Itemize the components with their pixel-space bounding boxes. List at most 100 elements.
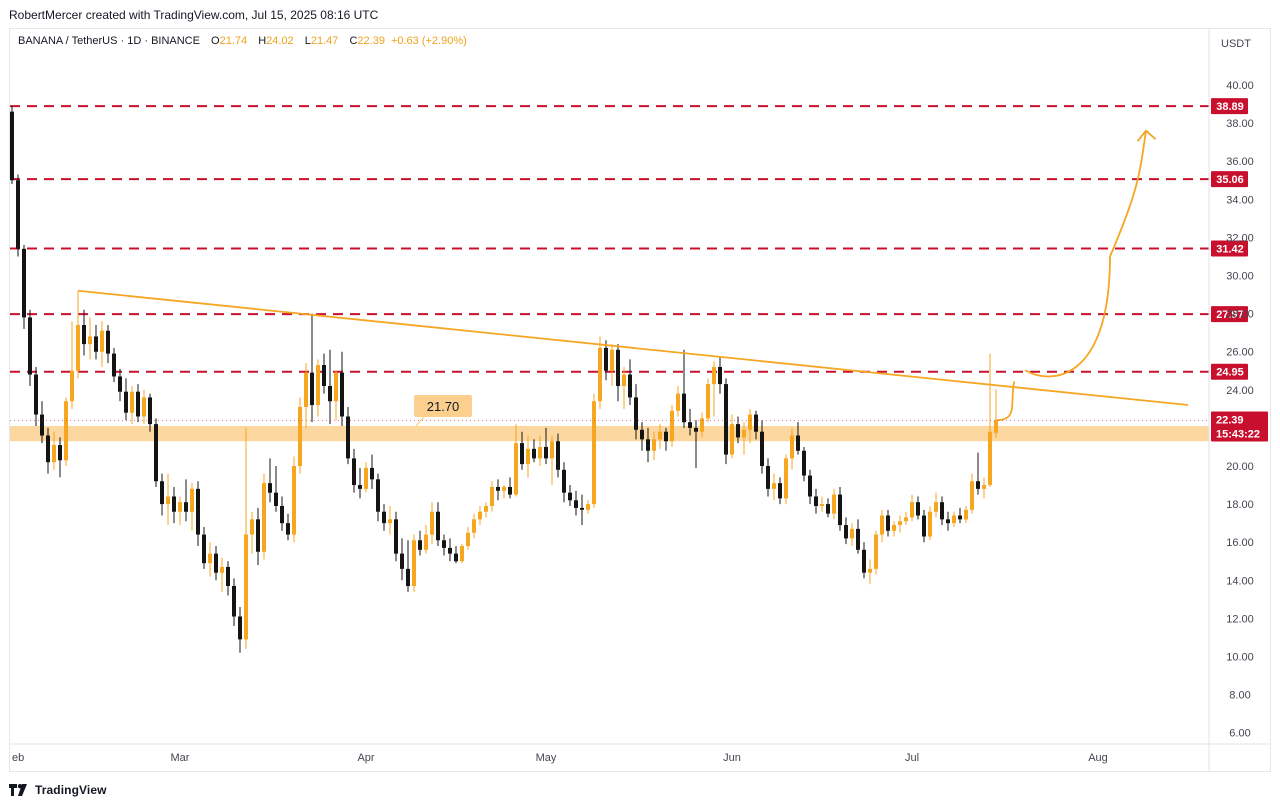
candle-body — [808, 475, 812, 497]
candle-body — [880, 515, 884, 535]
candle-body — [166, 496, 170, 505]
drawings-layer — [10, 129, 1209, 422]
candle-body — [994, 420, 998, 433]
symbol-title[interactable]: BANANA / TetherUS · 1D · BINANCE — [18, 35, 200, 47]
candle-body — [580, 507, 584, 510]
y-tick-label: 26.00 — [1226, 347, 1254, 359]
candle-body — [592, 401, 596, 505]
candle-body — [226, 566, 230, 587]
y-tick-label: 12.00 — [1226, 613, 1254, 625]
y-tick-label: 24.00 — [1226, 385, 1254, 397]
candle-body — [790, 435, 794, 459]
candle-body — [250, 519, 254, 535]
candle-body — [886, 515, 890, 531]
candle-body — [328, 385, 332, 402]
candle-body — [928, 511, 932, 537]
candle-body — [946, 519, 950, 524]
candle-body — [898, 521, 902, 526]
candle-body — [730, 424, 734, 455]
candle-body — [586, 504, 590, 510]
candle-body — [676, 393, 680, 411]
candle-body — [658, 431, 662, 440]
candle-body — [382, 511, 386, 524]
open-value: 21.74 — [219, 35, 248, 47]
candle-body — [442, 540, 446, 548]
candle-body — [778, 483, 782, 499]
footer: TradingView — [9, 781, 107, 799]
y-tick-label: 32.00 — [1226, 232, 1254, 244]
candle-body — [268, 483, 272, 493]
resistance-price-badge — [1211, 98, 1248, 115]
support-zone-layer: 21.70 — [10, 395, 1209, 442]
candle-body — [718, 366, 722, 385]
y-tick-label: 10.00 — [1226, 652, 1254, 664]
y-tick-label: 16.00 — [1226, 537, 1254, 549]
candle-body — [394, 519, 398, 554]
candle-body — [310, 372, 314, 406]
candle-body — [376, 479, 380, 512]
candle-body — [916, 502, 920, 516]
resistance-price-label: 38.89 — [1216, 101, 1244, 113]
candle-body — [418, 540, 422, 550]
candle-body — [706, 384, 710, 419]
candle-body — [832, 494, 836, 514]
candle-body — [610, 349, 614, 371]
candle-body — [136, 391, 140, 417]
resistance-layer: 38.89 35.06 31.42 27.97 24.95 — [10, 98, 1248, 380]
candle-body — [622, 374, 626, 386]
candle-body — [520, 443, 524, 465]
candle-body — [970, 481, 974, 510]
candles-layer — [10, 105, 998, 653]
candle-body — [28, 317, 32, 375]
candle-body — [130, 391, 134, 413]
candle-body — [532, 448, 536, 459]
candle-body — [142, 397, 146, 417]
resistance-price-label: 27.97 — [1216, 309, 1244, 321]
candle-body — [454, 553, 458, 562]
support-zone-label-box — [414, 395, 472, 417]
change-value: +0.63 (+2.90%) — [390, 35, 467, 47]
tradingview-brand[interactable]: TradingView — [35, 783, 107, 797]
symbol-legend: BANANA / TetherUS · 1D · BINANCE O21.74 … — [18, 35, 467, 47]
tradingview-logo-icon[interactable] — [9, 784, 29, 796]
candle-body — [466, 532, 470, 547]
y-tick-label: 8.00 — [1229, 690, 1250, 702]
resistance-price-badge — [1211, 363, 1248, 380]
close-label: C — [349, 35, 358, 47]
candle-body — [958, 515, 962, 520]
candle-body — [490, 486, 494, 507]
candle-body — [964, 509, 968, 520]
candle-body — [598, 347, 602, 402]
candle-body — [76, 325, 80, 371]
candle-body — [544, 446, 548, 459]
candle-body — [106, 330, 110, 354]
top-bar: RobertMercer created with TradingView.co… — [0, 0, 1280, 28]
candle-body — [202, 534, 206, 564]
y-tick-label: 14.00 — [1226, 575, 1254, 587]
candle-body — [508, 486, 512, 495]
candle-body — [316, 365, 320, 406]
candle-body — [352, 458, 356, 486]
candle-body — [112, 353, 116, 377]
candle-body — [502, 486, 506, 491]
resistance-price-badge — [1211, 171, 1248, 188]
candle-body — [64, 401, 68, 461]
chart-frame — [9, 28, 1271, 772]
candle-body — [952, 515, 956, 524]
candle-body — [646, 439, 650, 451]
candle-body — [94, 336, 98, 352]
resistance-price-label: 35.06 — [1216, 174, 1244, 186]
low-value: 21.47 — [310, 35, 339, 47]
candle-body — [346, 416, 350, 459]
candle-body — [124, 391, 128, 413]
candle-body — [178, 502, 182, 512]
candle-body — [214, 553, 218, 573]
candle-body — [922, 515, 926, 537]
candle-body — [628, 374, 632, 398]
x-tick-label: Aug — [1088, 752, 1108, 764]
candle-body — [340, 372, 344, 417]
candle-body — [640, 429, 644, 440]
y-tick-label: 36.00 — [1226, 156, 1254, 168]
candle-body — [364, 467, 368, 489]
